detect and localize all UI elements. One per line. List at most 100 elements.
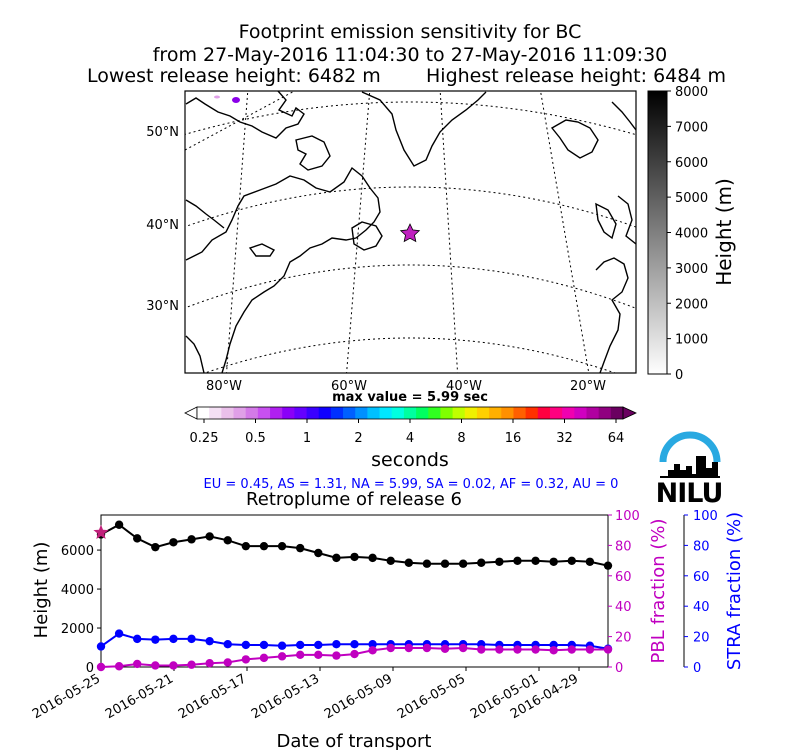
- sensitivity-tick-label: 8: [457, 431, 465, 446]
- chart-y-label: Height (m): [31, 542, 52, 639]
- x-tick-label: 2016-05-09: [322, 671, 395, 722]
- map-coastlines: [185, 91, 636, 373]
- series-point-height: [133, 534, 142, 543]
- height-tick-label: 7000: [675, 120, 708, 135]
- series-point-height: [422, 559, 432, 568]
- series-point-pbl: [314, 650, 323, 660]
- colorbar-cell: [306, 407, 320, 419]
- series-point-pbl: [404, 643, 414, 653]
- height-colorbar-label: Height (m): [712, 178, 736, 286]
- series-point-pbl: [477, 645, 486, 654]
- series-point-height: [477, 558, 486, 567]
- series-point-pbl: [114, 662, 124, 671]
- colorbar-cell: [257, 407, 271, 419]
- colorbar-cell: [367, 407, 380, 419]
- colorbar-cell: [355, 407, 368, 419]
- series-point-pbl: [350, 649, 359, 659]
- release-height-star: [93, 524, 109, 540]
- map-graticule: [185, 91, 636, 373]
- y3-tick-label: 100: [693, 509, 718, 524]
- chart-y2-label: PBL fraction (%): [648, 519, 669, 664]
- height-tick-label: 8000: [675, 85, 708, 100]
- series-point-stra: [133, 634, 142, 644]
- series-point-pbl: [513, 645, 522, 654]
- footprint-patch: [232, 97, 240, 103]
- lon-label-20w: 20°W: [570, 379, 606, 394]
- colorbar-cell: [270, 407, 283, 419]
- series-point-pbl: [458, 643, 468, 653]
- coast-hudson-bay: [185, 199, 225, 229]
- y-tick-label: 4000: [61, 583, 94, 598]
- lat-label-50n: 50°N: [146, 125, 179, 140]
- graticule-lat-30: [185, 264, 636, 309]
- coast-scandinavia: [611, 101, 636, 131]
- series-point-pbl: [241, 655, 251, 664]
- series-point-height: [187, 535, 196, 544]
- y2-tick-label: 100: [615, 509, 640, 524]
- series-point-height: [440, 559, 450, 568]
- colorbar-cell: [233, 407, 247, 419]
- nilu-logo-skyline: [660, 456, 720, 478]
- colorbar-cell: [245, 407, 259, 419]
- series-point-pbl: [531, 645, 540, 654]
- sensitivity-tick-label: 1: [303, 431, 311, 446]
- height-tick-label: 4000: [675, 227, 708, 242]
- series-point-stra: [223, 640, 232, 649]
- sensitivity-tick-label: 4: [406, 431, 414, 446]
- series-point-stra: [187, 634, 196, 644]
- sensitivity-tick-label: 0.5: [245, 431, 266, 446]
- x-tick-label: 2016-05-13: [249, 671, 322, 722]
- coast-north-america-east: [185, 166, 381, 373]
- colorbar-cell: [501, 407, 514, 419]
- y3-tick-label: 60: [693, 570, 710, 585]
- series-point-stra: [151, 635, 160, 644]
- colorbar-cell: [343, 407, 356, 419]
- series-point-height: [531, 556, 540, 565]
- max-value-label: max value = 5.99 sec: [332, 390, 488, 405]
- series-point-pbl: [277, 652, 287, 661]
- region-fractions: EU = 0.45, AS = 1.31, NA = 5.99, SA = 0.…: [204, 477, 619, 492]
- series-point-pbl: [386, 643, 395, 653]
- series-point-height: [314, 548, 323, 558]
- series-point-height: [223, 536, 232, 545]
- series-point-pbl: [295, 650, 305, 660]
- series-point-height: [259, 541, 269, 551]
- series-point-stra: [332, 640, 341, 649]
- colorbar-cell: [403, 407, 417, 419]
- graticule-lat-40: [185, 186, 636, 228]
- sensitivity-colorbar-label: seconds: [371, 449, 449, 471]
- series-point-pbl: [549, 646, 558, 655]
- height-colorbar: 8000 7000 6000 5000 4000 3000 2000 1000 0 Height…: [647, 85, 736, 383]
- series-point-pbl: [133, 659, 142, 669]
- colorbar-cell: [513, 407, 527, 419]
- height-tick-label: 1000: [675, 333, 708, 348]
- series-point-height: [567, 556, 576, 565]
- colorbar-cell: [197, 407, 210, 419]
- x-tick-label: 2016-05-21: [103, 671, 176, 722]
- series-point-height: [169, 538, 178, 547]
- colorbar-cell: [294, 407, 307, 419]
- series-point-height: [458, 559, 468, 568]
- figure-title: Footprint emission sensitivity for BC: [239, 21, 582, 43]
- colorbar-cell: [464, 407, 478, 419]
- coast-ireland: [595, 202, 617, 240]
- colorbar-cell: [549, 407, 563, 419]
- series-point-height: [404, 558, 414, 567]
- x-tick-label: 2016-05-25: [30, 671, 103, 722]
- series-point-stra: [96, 642, 106, 651]
- series-point-height: [295, 543, 305, 553]
- nilu-logo-text: NILU: [656, 478, 723, 509]
- highest-release-height: Highest release height: 6484 m: [426, 65, 726, 87]
- series-point-height: [241, 541, 251, 551]
- series-point-height: [386, 556, 395, 565]
- series-point-stra: [205, 636, 214, 646]
- colorbar-cell: [221, 407, 234, 419]
- series-point-stra: [314, 640, 323, 650]
- lat-label-40n: 40°N: [146, 218, 179, 233]
- lon-label-80w: 80°W: [206, 379, 242, 394]
- series-point-pbl: [422, 643, 432, 653]
- series-point-height: [495, 557, 504, 566]
- height-tick-label: 6000: [675, 156, 708, 171]
- colorbar-cell: [537, 407, 551, 419]
